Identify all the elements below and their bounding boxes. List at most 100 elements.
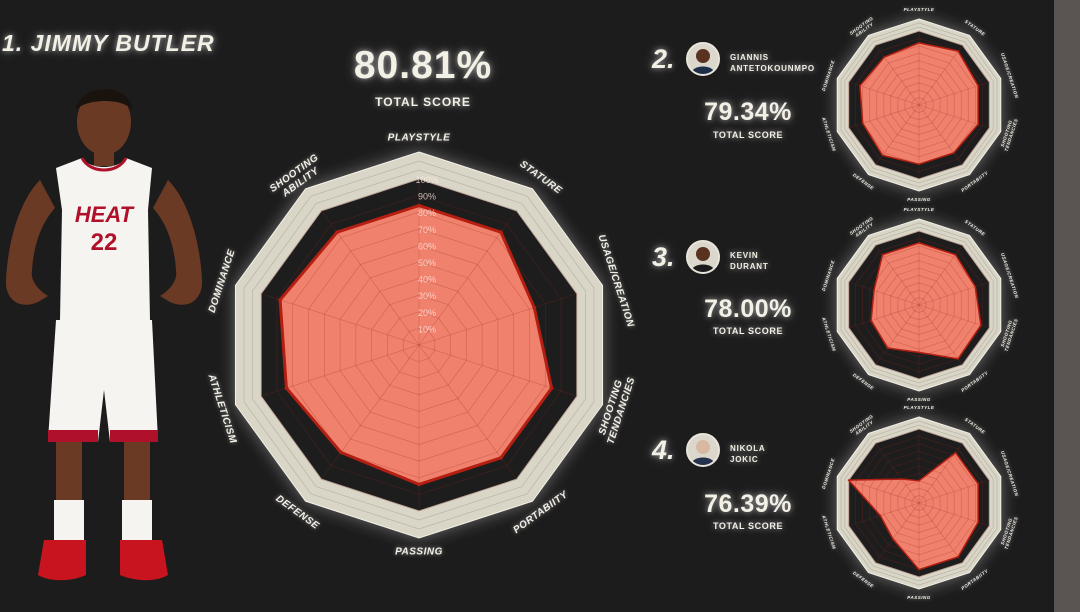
radar-spoke bbox=[875, 304, 920, 366]
radar-grid-ring bbox=[355, 278, 483, 412]
radar-ring-label: 10% bbox=[418, 324, 436, 334]
radar-data-point bbox=[918, 568, 920, 571]
radar-grid-ring bbox=[402, 328, 436, 362]
radar-data-point bbox=[859, 84, 861, 87]
radar-spoke bbox=[875, 44, 920, 106]
radar-spoke bbox=[918, 281, 990, 306]
radar-grid-ring bbox=[897, 82, 941, 128]
radar-grid-ring bbox=[897, 480, 941, 526]
radar-ring-line bbox=[844, 226, 994, 384]
rank-2-name-line1: GIANNIS bbox=[730, 53, 769, 62]
radar-chart-main: 10% 20% 30% 40% 50% 60% 70% 80% 90% 100% PLAYSTYLE… bbox=[205, 133, 637, 558]
radar-data-point bbox=[339, 450, 343, 455]
radar-data-point bbox=[870, 319, 873, 322]
radar-data-point bbox=[883, 56, 886, 59]
radar-grid-ring bbox=[855, 238, 983, 372]
rank-4-name-line2: JOKIC bbox=[730, 455, 759, 464]
rank-3-number: 3. bbox=[652, 242, 675, 272]
radar-grid-ring bbox=[869, 52, 969, 158]
radar-grid-ring bbox=[308, 228, 530, 462]
radar-grid-ring bbox=[848, 428, 990, 578]
radar-grid-ring bbox=[904, 487, 934, 519]
rank-3-name-line1: KEVIN bbox=[730, 251, 759, 260]
rank-2-number: 2. bbox=[652, 44, 675, 74]
radar-data-point bbox=[974, 285, 977, 288]
jersey-number-text: 22 bbox=[91, 229, 118, 256]
radar-axis-label: ATHLETICISM bbox=[821, 514, 837, 550]
radar-axis-label: PLAYSTYLE bbox=[388, 133, 451, 144]
radar-data-point bbox=[918, 479, 920, 482]
radar-axis-label: SHOOTINGTENDANCIES bbox=[999, 514, 1019, 550]
radar-ring-label: 100% bbox=[415, 175, 438, 185]
radar-data-point bbox=[881, 253, 884, 256]
radar-spoke bbox=[848, 502, 920, 527]
radar-data-point bbox=[977, 521, 979, 524]
radar-data-point bbox=[892, 538, 894, 540]
rank-4-total-score: 76.39% bbox=[704, 490, 792, 518]
radar-data-point bbox=[886, 347, 889, 349]
radar-ring-label: 60% bbox=[418, 241, 436, 251]
radar-data-point bbox=[957, 357, 960, 360]
radar-axis-label: ATHLETICISM bbox=[205, 372, 238, 445]
radar-ring-line bbox=[844, 26, 994, 184]
rank-1-title: 1. JIMMY BUTLER bbox=[2, 30, 215, 56]
radar-spoke bbox=[321, 344, 420, 480]
rank-2-total-score-label: TOTAL SCORE bbox=[712, 130, 784, 140]
radar-axis-label: PLAYSTYLE bbox=[904, 7, 935, 12]
radar-axis-label: PASSING bbox=[907, 397, 930, 402]
radar-axis-label: ATHLETICISM bbox=[821, 116, 837, 152]
player-photo: HEAT 22 bbox=[5, 88, 203, 581]
radar-grid-ring bbox=[862, 443, 976, 563]
radar-ring-line bbox=[840, 420, 998, 586]
radar-grid-ring bbox=[890, 473, 948, 533]
radar-data-point bbox=[417, 203, 421, 208]
radar-grid-ring bbox=[904, 89, 934, 121]
radar-axis-label: PASSING bbox=[907, 197, 930, 202]
radar-axis-label: ATHLETICISM bbox=[821, 316, 837, 352]
player-avatar-icon bbox=[691, 247, 715, 272]
radar-grid-ring bbox=[876, 458, 962, 548]
radar-data-point bbox=[499, 230, 503, 235]
right-edge-strip bbox=[1054, 0, 1080, 612]
radar-axis-label: DOMINANCE bbox=[821, 59, 836, 92]
rank-3-total-score: 78.00% bbox=[704, 295, 792, 323]
radar-ring-line bbox=[243, 160, 595, 530]
avatar-rank-2 bbox=[686, 42, 720, 76]
radar-spoke bbox=[918, 44, 963, 106]
radar-spoke bbox=[418, 293, 577, 346]
radar-spoke bbox=[918, 304, 963, 366]
radar-ring-label: 70% bbox=[418, 225, 436, 235]
radar-grid-ring bbox=[904, 289, 934, 321]
radar-grid-ring bbox=[890, 75, 948, 135]
radar-data-point bbox=[918, 241, 920, 244]
radar-data-point bbox=[918, 163, 920, 166]
radar-data-point bbox=[278, 298, 282, 302]
radar-data-point bbox=[957, 555, 960, 558]
radar-data-point bbox=[335, 230, 339, 235]
radar-chart-rank-2: PLAYSTYLESTATUREUSAGE/CREATIONSHOOTINGTE… bbox=[821, 7, 1020, 202]
main-total-score-label: TOTAL SCORE bbox=[375, 95, 471, 109]
radar-ring-label: 30% bbox=[418, 291, 436, 301]
rank-4-total-score-label: TOTAL SCORE bbox=[712, 521, 784, 531]
radar-ring-label: 80% bbox=[418, 208, 436, 218]
radar-grid-ring bbox=[848, 30, 990, 180]
radar-data-point bbox=[977, 123, 979, 126]
radar-ring-label: 20% bbox=[418, 308, 436, 318]
radar-grid-ring bbox=[876, 260, 962, 350]
avatar-rank-3 bbox=[686, 240, 720, 274]
radar-ring-label: 90% bbox=[418, 192, 436, 202]
infographic-canvas: 1. JIMMY BUTLER 80.81% TOTAL SCORE HEAT … bbox=[2, 7, 1020, 601]
rank-4-name: NIKOLA JOKIC bbox=[730, 443, 765, 465]
radar-spoke bbox=[848, 479, 920, 504]
rank-3-name-line2: DURANT bbox=[730, 262, 769, 271]
rank-2-name: GIANNIS ANTETOKOUNMPO bbox=[730, 52, 815, 74]
radar-grid-ring bbox=[292, 211, 546, 479]
radar-axis-label: SHOOTINGTENDANCIES bbox=[999, 316, 1019, 352]
rank-4-name-line1: NIKOLA bbox=[730, 444, 766, 453]
radar-spoke bbox=[918, 104, 963, 166]
radar-grid-ring bbox=[260, 178, 578, 512]
radar-spoke bbox=[848, 304, 920, 329]
radar-grid-ring bbox=[897, 282, 941, 328]
radar-axis-label: DOMINANCE bbox=[207, 248, 238, 314]
radar-ring-line bbox=[252, 169, 586, 521]
